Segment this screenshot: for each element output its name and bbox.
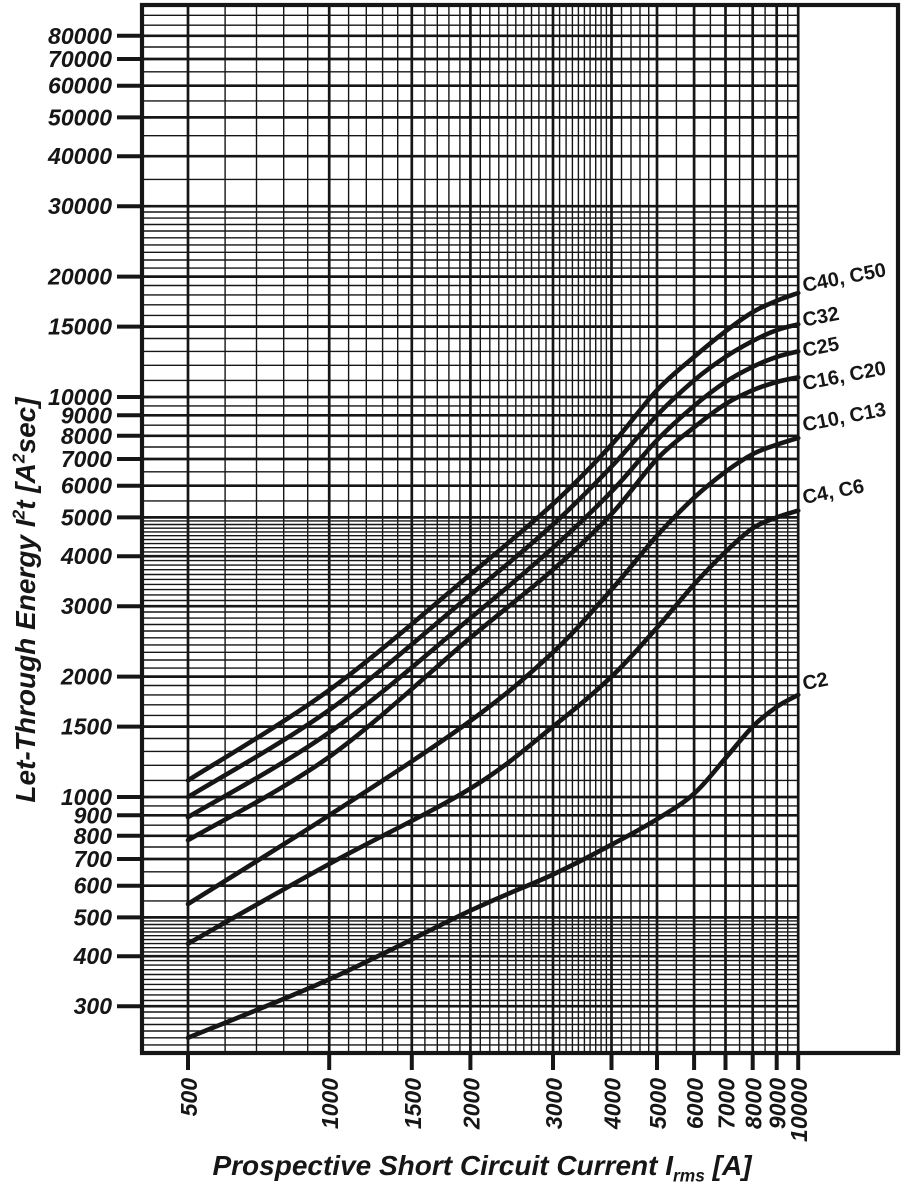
superscript: 2	[8, 453, 29, 464]
y-tick-label: 10000	[48, 384, 112, 410]
y-tick-label: 600	[74, 873, 113, 899]
x-tick-label: 3000	[541, 1078, 567, 1129]
chart-frame	[139, 2, 901, 1056]
x-tick-label: 1500	[400, 1078, 426, 1129]
y-tick-label: 60000	[48, 73, 112, 99]
curve-c32	[185, 322, 801, 800]
curve-label-c32: C32	[801, 303, 841, 332]
y-tick-label: 8000	[61, 423, 112, 449]
y-tick-label: 5000	[61, 504, 112, 530]
x-tick-label: 4000	[600, 1078, 626, 1130]
y-axis-title-text: Let-Through Energy I2t [A2sec]	[8, 397, 41, 803]
y-tick-label: 20000	[47, 264, 112, 290]
x-tick-label: 7000	[714, 1078, 740, 1129]
y-tick-label: 70000	[48, 46, 112, 72]
x-tick-label: 5000	[645, 1078, 671, 1129]
superscript: 2	[8, 509, 29, 520]
y-tick-label: 2000	[60, 664, 112, 690]
x-tick-label: 500	[176, 1078, 202, 1117]
y-tick-label: 400	[73, 943, 113, 969]
curve-c4-c6	[185, 508, 801, 946]
curve-label-c4-c6: C4, C6	[801, 475, 866, 508]
y-tick-label: 500	[74, 904, 113, 930]
curve-c16-c20	[185, 375, 801, 843]
y-tick-label: 7000	[61, 446, 112, 472]
curve-label-c16-c20: C16, C20	[801, 357, 888, 395]
tick-marks	[117, 33, 801, 1070]
curve-label-c25: C25	[801, 333, 841, 362]
x-tick-label: 2000	[458, 1078, 484, 1130]
y-tick-label: 40000	[47, 143, 112, 169]
curve-c2	[185, 692, 801, 1041]
y-tick-label: 80000	[48, 23, 112, 49]
curve-c25	[185, 349, 801, 820]
y-tick-label: 700	[74, 846, 113, 872]
grid-major-lines	[142, 5, 800, 1053]
x-tick-label: 9000	[765, 1078, 791, 1129]
y-tick-label: 1500	[61, 714, 112, 740]
y-tick-label: 900	[74, 802, 113, 828]
x-tick-label: 10000	[786, 1078, 812, 1142]
y-tick-label: 3000	[61, 593, 112, 619]
x-tick-label: 1000	[317, 1078, 343, 1129]
y-tick-label: 1000	[61, 784, 112, 810]
y-tick-label: 50000	[48, 104, 112, 130]
y-tick-label: 6000	[61, 473, 112, 499]
curve-c10-c13	[185, 435, 801, 907]
tick-labels: 3004005006007008009001000150020003000400…	[47, 23, 812, 1142]
x-axis-title-text: Prospective Short Circuit Current Irms […	[212, 1150, 752, 1186]
y-tick-label: 800	[74, 823, 113, 849]
curve-label-c2: C2	[801, 669, 830, 695]
x-tick-label: 6000	[682, 1078, 708, 1129]
y-tick-label: 30000	[48, 193, 112, 219]
y-tick-label: 9000	[61, 402, 112, 428]
subscript: rms	[673, 1165, 705, 1186]
y-tick-label: 4000	[60, 543, 112, 569]
y-tick-label: 300	[74, 993, 113, 1019]
y-tick-label: 15000	[48, 314, 112, 340]
x-tick-label: 8000	[741, 1078, 767, 1129]
curve-c40-c50	[185, 290, 801, 783]
curves	[185, 290, 801, 1041]
curve-label-c40-c50: C40, C50	[801, 259, 888, 297]
curve-label-c10-c13: C10, C13	[801, 399, 888, 437]
